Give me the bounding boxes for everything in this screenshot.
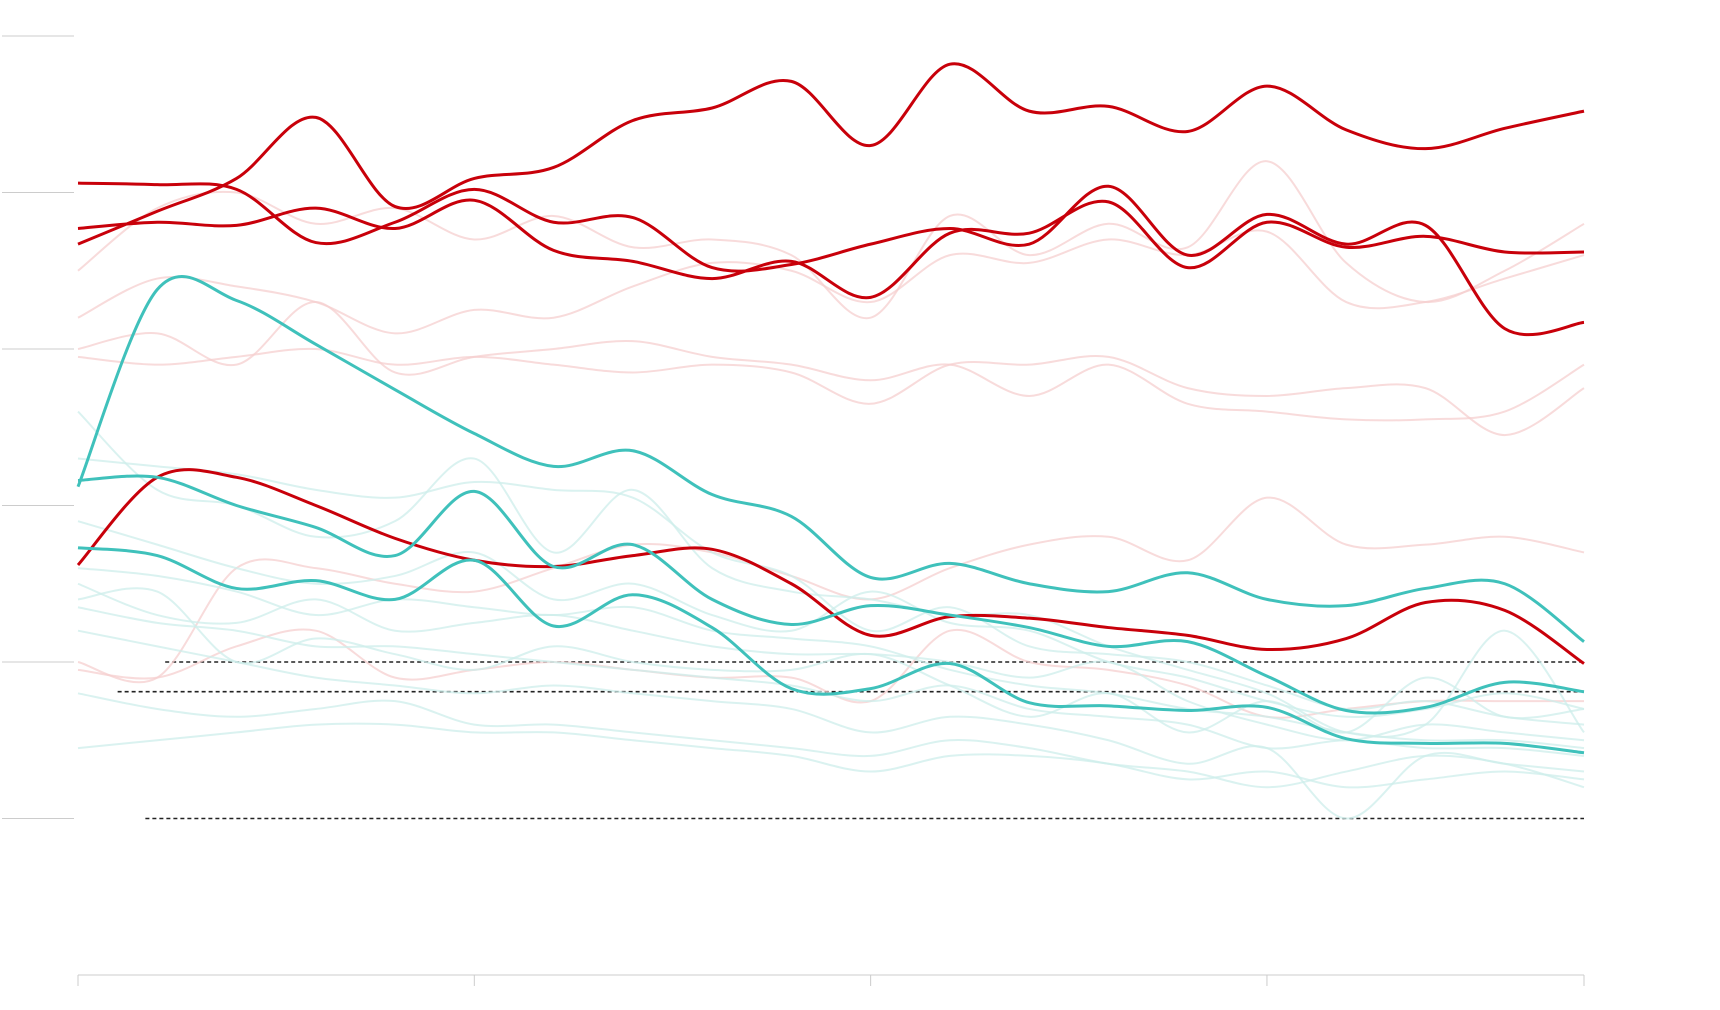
background-line — [77, 582, 1585, 742]
highlight-line — [76, 468, 1585, 665]
highlight-line — [77, 546, 1585, 755]
background-line — [77, 496, 1585, 684]
background-line — [77, 410, 1585, 738]
background-line — [77, 722, 1585, 789]
background-line — [77, 628, 1584, 719]
highlight-line — [77, 474, 1585, 715]
highlight-line — [77, 198, 1585, 300]
background-line — [77, 347, 1585, 437]
background-line — [77, 629, 1585, 820]
highlight-line — [77, 181, 1585, 337]
background-line — [77, 520, 1585, 718]
background-line — [77, 692, 1585, 789]
background-line — [77, 606, 1585, 757]
highlight-line — [76, 275, 1585, 643]
highlight-line — [77, 62, 1585, 246]
background-line — [77, 567, 1585, 750]
background-line — [77, 301, 1585, 422]
background-line — [77, 587, 1585, 734]
